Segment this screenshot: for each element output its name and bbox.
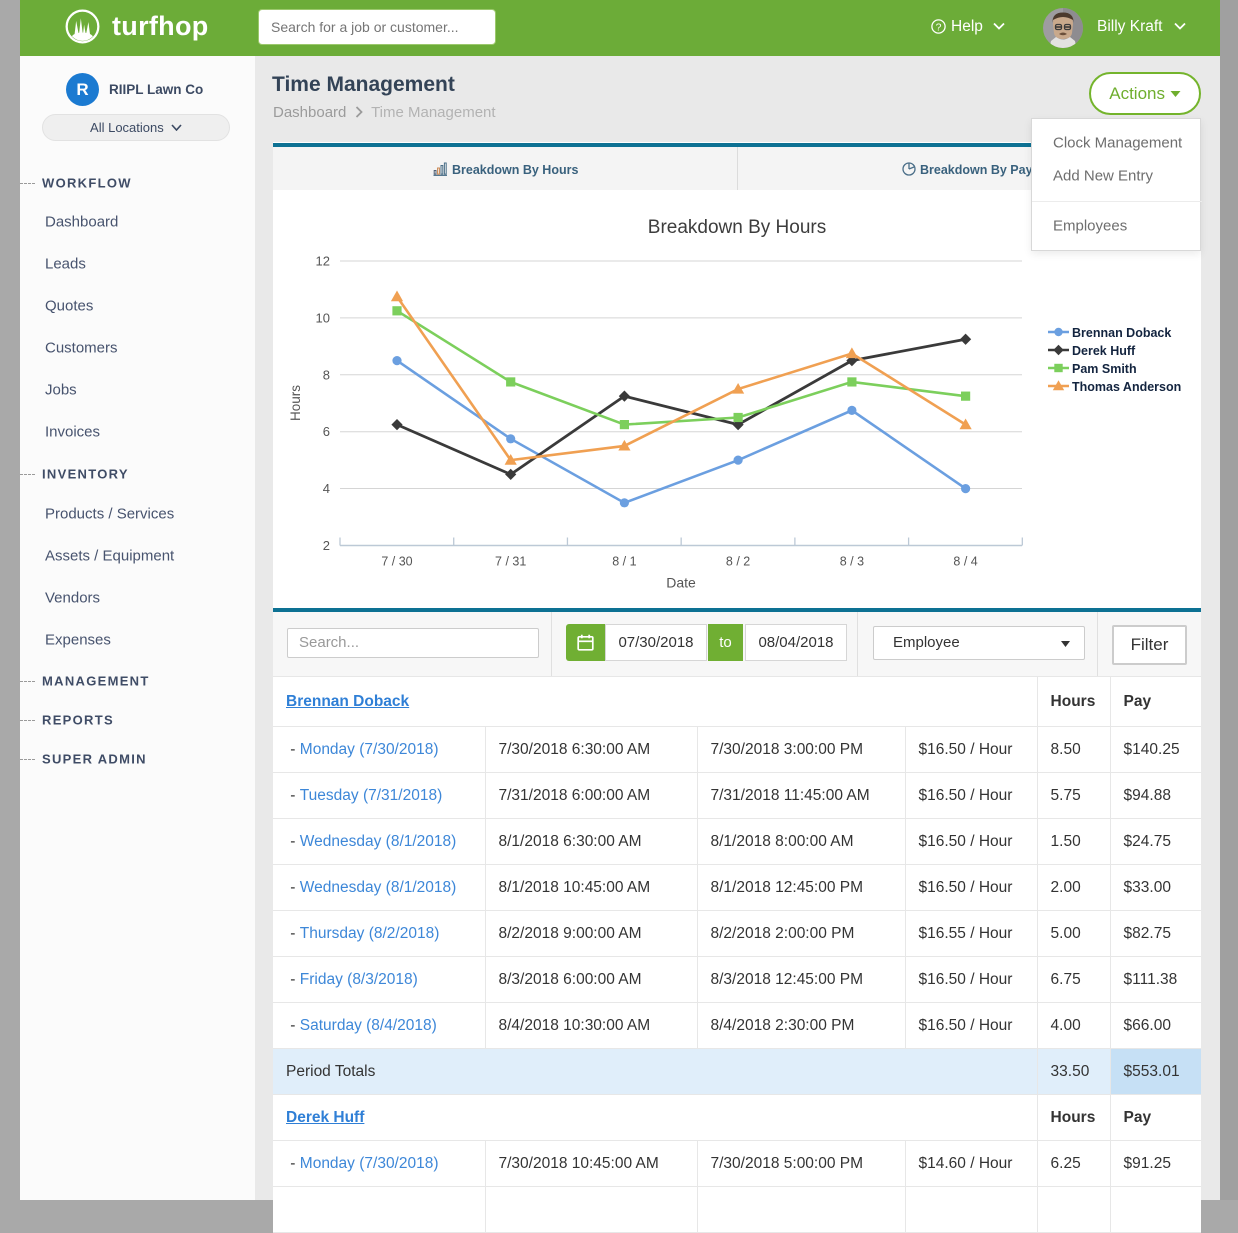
svg-text:Thomas Anderson: Thomas Anderson (1072, 380, 1181, 394)
svg-text:8 / 1: 8 / 1 (612, 555, 636, 569)
svg-text:7 / 30: 7 / 30 (381, 555, 412, 569)
svg-text:8: 8 (323, 367, 330, 382)
svg-text:7 / 31: 7 / 31 (495, 555, 526, 569)
svg-text:Breakdown By Hours: Breakdown By Hours (648, 217, 826, 238)
svg-text:Hours: Hours (288, 385, 303, 421)
svg-text:?: ? (936, 21, 942, 33)
svg-text:Date: Date (666, 575, 696, 591)
svg-text:8 / 4: 8 / 4 (953, 555, 977, 569)
svg-text:6: 6 (323, 424, 330, 439)
svg-text:12: 12 (316, 254, 330, 269)
svg-text:4: 4 (323, 481, 330, 496)
svg-text:2: 2 (323, 538, 330, 553)
svg-text:Pam Smith: Pam Smith (1072, 362, 1137, 376)
svg-text:8 / 2: 8 / 2 (726, 555, 750, 569)
svg-text:10: 10 (316, 310, 330, 325)
svg-text:Brennan Doback: Brennan Doback (1072, 326, 1171, 340)
svg-text:Derek Huff: Derek Huff (1072, 344, 1136, 358)
svg-text:8 / 3: 8 / 3 (840, 555, 864, 569)
